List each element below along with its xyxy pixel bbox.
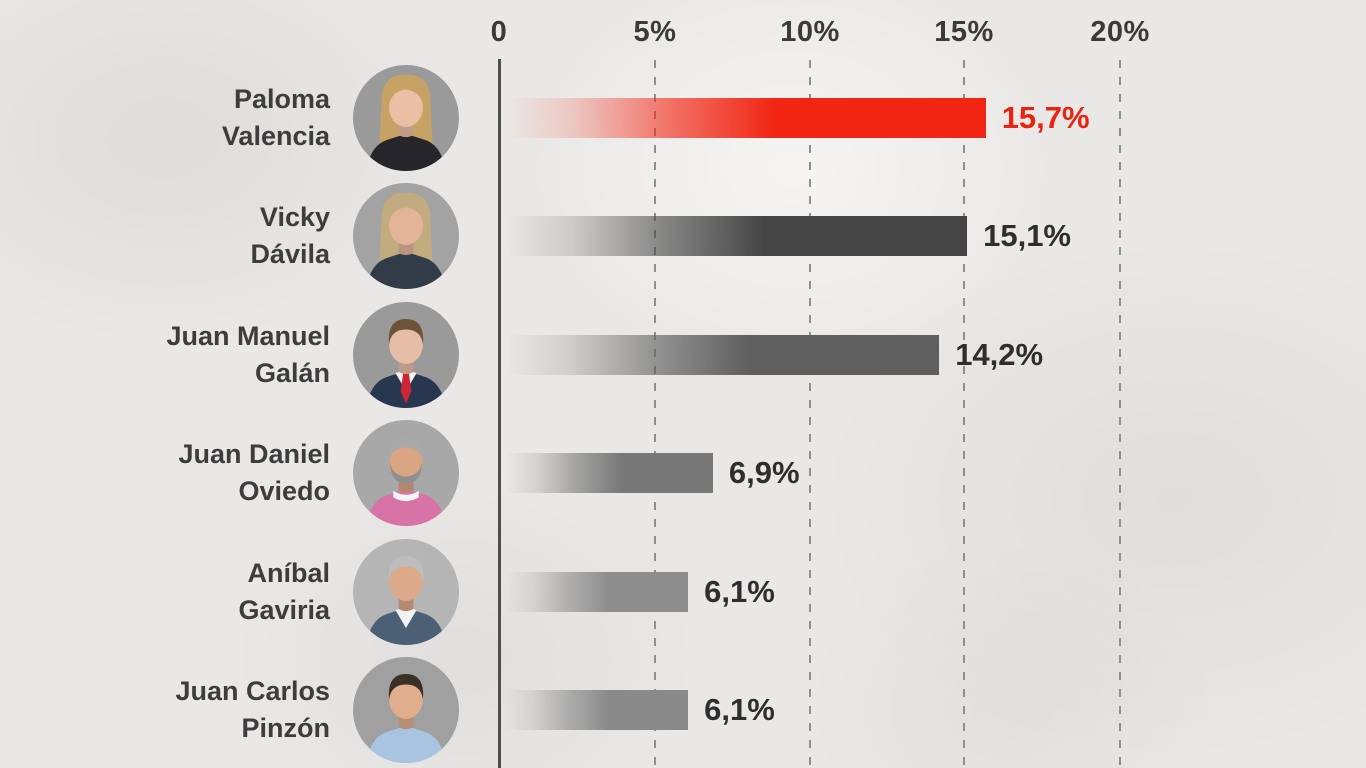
candidate-name: Juan Carlos Pinzón <box>0 673 330 747</box>
candidate-name: Paloma Valencia <box>0 81 330 155</box>
poll-bar <box>507 690 689 730</box>
x-axis-tick-20: 20% <box>1090 16 1150 48</box>
poll-value-label: 6,9% <box>728 455 800 490</box>
avatar-photo <box>353 301 459 408</box>
face-shape <box>389 679 423 720</box>
poll-bar <box>507 97 986 138</box>
poll-value-label: 15,1% <box>983 218 1071 253</box>
avatar-photo <box>353 657 459 763</box>
clothes-shape <box>365 133 447 171</box>
candidate-name: Aníbal Gaviria <box>0 555 330 629</box>
poll-bar <box>507 453 713 493</box>
face-shape <box>389 87 423 127</box>
x-axis-tick-5: 5% <box>633 16 677 48</box>
avatar-photo <box>353 183 459 289</box>
candidate-name-line: Juan Daniel <box>178 439 330 469</box>
y-axis-baseline <box>498 59 501 768</box>
candidate-row: Paloma Valencia 15,7% <box>0 59 1366 177</box>
candidate-name-line: Juan Manuel <box>166 320 330 351</box>
candidate-row: Juan Carlos Pinzón 6,1% <box>0 651 1366 768</box>
candidate-name-line: Aníbal <box>247 557 330 588</box>
clothes-shape <box>365 725 447 763</box>
face-shape <box>389 561 423 601</box>
poll-value-label: 6,1% <box>704 692 775 727</box>
x-axis-tick-15: 15% <box>934 16 994 48</box>
avatar-photo <box>353 64 459 171</box>
poll-value-label: 14,2% <box>955 336 1044 372</box>
poll-value-label: 15,7% <box>1001 99 1090 135</box>
candidate-row: Vicky Dávila 15,1% <box>0 177 1366 295</box>
beard-shape <box>389 460 423 484</box>
gridline-20pct <box>1119 60 1121 768</box>
candidate-name-line: Gaviria <box>238 594 330 625</box>
poll-value-label: 6,1% <box>704 573 775 609</box>
gridline-15pct <box>963 60 965 768</box>
face-shape <box>389 324 423 364</box>
collar-shape <box>393 491 419 502</box>
avatar-photo <box>353 420 459 526</box>
candidate-name: Vicky Dávila <box>0 199 330 273</box>
candidate-name: Juan Daniel Oviedo <box>0 436 330 510</box>
front-hair-shape <box>388 673 424 700</box>
gridline-10pct <box>809 60 811 768</box>
candidate-name-line: Juan Carlos <box>175 676 330 706</box>
candidate-name-line: Galán <box>254 357 330 388</box>
candidate-name-line: Paloma <box>233 83 330 114</box>
shirt-shape <box>395 606 417 628</box>
front-hair-shape <box>388 436 424 463</box>
front-hair-shape <box>387 77 425 114</box>
clothes-shape <box>365 607 447 645</box>
clothes-shape <box>365 488 447 526</box>
poll-bar <box>507 334 940 375</box>
candidate-name-line: Dávila <box>250 239 330 269</box>
face-shape <box>389 442 423 483</box>
front-hair-shape <box>388 555 424 581</box>
candidate-name: Juan Manuel Galán <box>0 318 330 392</box>
clothes-shape <box>365 251 447 289</box>
avatar-photo <box>353 538 459 645</box>
candidate-row: Juan Manuel Galán 14,2% <box>0 296 1366 414</box>
candidate-name-line: Pinzón <box>241 713 331 743</box>
gridline-5pct <box>654 60 656 768</box>
candidate-name-line: Valencia <box>221 120 330 151</box>
front-hair-shape <box>387 195 425 232</box>
candidate-name-line: Vicky <box>259 202 330 232</box>
candidate-row: Juan Daniel Oviedo 6,9% <box>0 414 1366 532</box>
candidate-row: Aníbal Gaviria 6,1% <box>0 533 1366 651</box>
candidate-name-line: Oviedo <box>238 476 330 506</box>
x-axis-tick-0: 0 <box>490 16 508 48</box>
front-hair-shape <box>388 318 424 344</box>
poll-bar <box>507 571 689 612</box>
face-shape <box>389 205 423 246</box>
tie-shape <box>400 371 412 404</box>
x-axis-tick-10: 10% <box>780 16 840 48</box>
poll-bar <box>507 216 968 256</box>
